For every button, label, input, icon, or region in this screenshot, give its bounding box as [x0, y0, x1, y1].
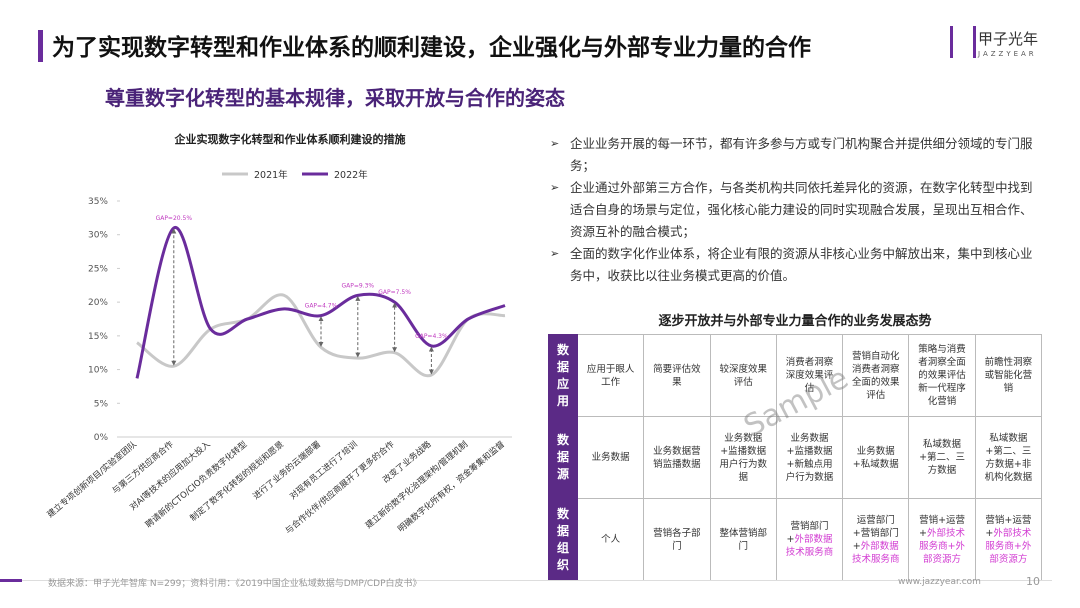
table-cell: 业务数据+监播数据用户行为数据	[709, 416, 777, 499]
table-cell: 个人	[576, 498, 645, 581]
table-cell: 私域数据+第二、三方数据+非机构化数据	[974, 416, 1043, 499]
y-tick-label: 30%	[88, 231, 108, 241]
series-line	[136, 293, 506, 378]
footer-line	[22, 580, 1052, 581]
table-cell: 策略与消费者洞察全面的效果评估新一代程序化营销	[908, 334, 976, 417]
title-bar	[38, 30, 43, 62]
gap-label: GAP=7.5%	[378, 289, 411, 296]
series-line	[135, 226, 506, 379]
table-cell: 整体营销部门	[709, 498, 777, 581]
y-tick-label: 0%	[94, 433, 109, 443]
table-title: 逐步开放并与外部专业力量合作的业务发展态势	[658, 314, 932, 329]
table-cell: 业务数据营销监播数据	[643, 416, 711, 499]
table-cell: 营销自动化消费者洞察全面的效果评估	[842, 334, 910, 417]
table-cell: 业务数据+监播数据+新触点用户行为数据	[775, 416, 844, 499]
page-number: 10	[1026, 575, 1040, 588]
table-cell: 营销部门+外部数据技术服务商	[775, 498, 844, 581]
logo: 甲子光年	[978, 30, 1039, 48]
footer-accent	[0, 579, 22, 582]
table-row: 数据组织 个人 营销各子部门 整体营销部门 营销部门+外部数据技术服务商 运营部门+营销部…	[548, 498, 1043, 581]
source: 数据来源：甲子光年智库 N=299；资料引用：《2019中国企业私域数据与DMP…	[48, 579, 422, 589]
chart-title: 企业实现数字化转型和作业体系顺利建设的措施	[174, 132, 406, 146]
highlight-text: 外部技术服务商+外部资源方	[985, 527, 1032, 565]
subtitle: 尊重数字化转型的基本规律，采取开放与合作的姿态	[105, 86, 565, 110]
x-tick-label: 与第三方供应商合作	[110, 439, 176, 497]
table-cell: 业务数据	[576, 416, 645, 499]
cell-text: 运营部门+营销部门+	[852, 514, 899, 552]
logo-sub: JAZZYEAR	[978, 50, 1037, 58]
table-cell: 应用于眼人工作	[576, 334, 645, 417]
y-tick-label: 20%	[88, 298, 108, 308]
gap-label: GAP=4.3%	[415, 333, 448, 340]
logo-mark	[950, 26, 976, 58]
table-cell: 消费者洞察深度效果评估	[775, 334, 844, 417]
website: www.jazzyear.com	[898, 577, 981, 587]
y-tick-label: 15%	[88, 332, 108, 342]
highlight-text: 外部技术服务商+外部资源方	[919, 527, 966, 565]
bullet: 企业通过外部第三方合作，与各类机构共同依托差异化的资源，在数字化转型中找到适合自…	[550, 177, 1040, 243]
table-cell: 较深度效果评估	[709, 334, 777, 417]
table-cell: 前瞻性洞察或智能化营销	[974, 334, 1043, 417]
highlight-text: 外部数据技术服务商	[852, 540, 900, 565]
table: 数据应用 应用于眼人工作 简要评估效果 较深度效果评估 消费者洞察深度效果评估 营销自动化…	[548, 334, 1043, 581]
gap-label: GAP=9.3%	[341, 282, 374, 289]
highlight-text: 外部数据技术服务商	[785, 534, 834, 558]
bullet: 全面的数字化作业体系，将企业有限的资源从非核心业务中解放出来，集中到核心业务中，…	[550, 243, 1040, 287]
gap-label: GAP=4.7%	[305, 303, 338, 310]
table-cell: 营销+运营+外部技术服务商+外部资源方	[908, 498, 976, 581]
y-tick-label: 25%	[88, 264, 108, 274]
page-title: 为了实现数字转型和作业体系的顺利建设，企业强化与外部专业力量的合作	[52, 35, 811, 61]
cell-text: 营销+运营+	[919, 514, 966, 539]
cell-text: 营销+运营+	[985, 514, 1032, 539]
legend-label: 2022年	[334, 169, 368, 181]
chart: 企业实现数字化转型和作业体系顺利建设的措施 0% 5% 10% 15% 20% 25% 30…	[45, 132, 512, 537]
table-row: 数据应用 应用于眼人工作 简要评估效果 较深度效果评估 消费者洞察深度效果评估 营销自动化…	[548, 334, 1043, 417]
row-header: 数据组织	[548, 498, 578, 581]
table-cell: 私域数据+第二、三方数据	[908, 416, 976, 499]
y-tick-label: 35%	[88, 197, 108, 207]
row-header: 数据源	[548, 416, 578, 499]
table-cell: 营销各子部门	[643, 498, 711, 581]
table-cell: 简要评估效果	[643, 334, 711, 417]
row-header: 数据应用	[548, 334, 578, 417]
table-row: 数据源 业务数据 业务数据营销监播数据 业务数据+监播数据用户行为数据 业务数据+监播数…	[548, 416, 1043, 499]
table-cell: 营销+运营+外部技术服务商+外部资源方	[974, 498, 1043, 581]
bullet: 企业业务开展的每一环节，都有许多参与方或专门机构聚合并提供细分领域的专门服务；	[550, 133, 1040, 177]
y-tick-label: 5%	[94, 399, 109, 409]
cell-text: 营销部门+	[786, 521, 829, 545]
y-tick-label: 10%	[88, 366, 108, 376]
gap-label: GAP=20.5%	[156, 215, 193, 222]
legend-label: 2021年	[254, 169, 288, 181]
table-cell: 业务数据+私域数据	[842, 416, 910, 499]
bullet-list: 企业业务开展的每一环节，都有许多参与方或专门机构聚合并提供细分领域的专门服务；企…	[550, 133, 1040, 287]
x-tick-label: 进行了业务的云端部署	[251, 439, 324, 502]
table-cell: 运营部门+营销部门+外部数据技术服务商	[842, 498, 910, 581]
x-tick-label: 对现有员工进行了培训	[288, 439, 360, 502]
